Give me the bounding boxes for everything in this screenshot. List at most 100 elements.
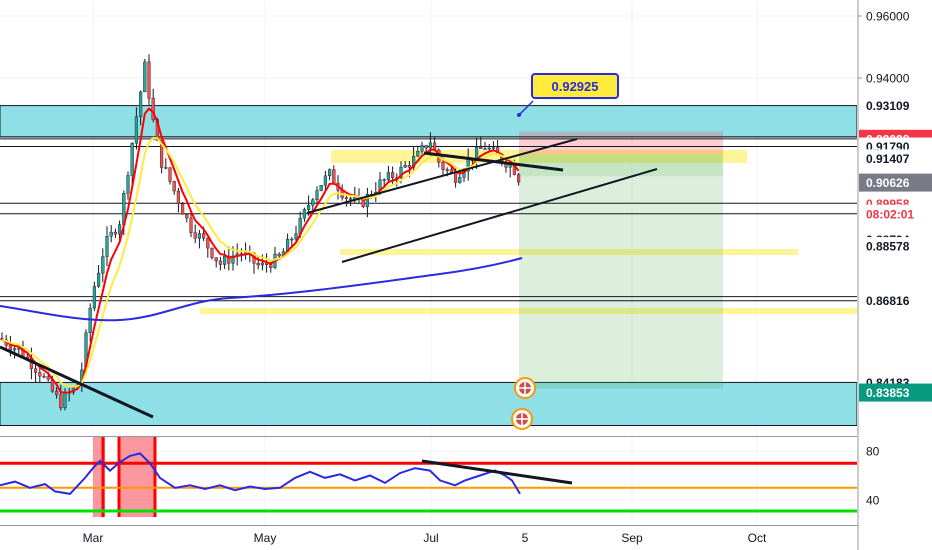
time-tick-label: Sep (621, 531, 643, 545)
candle-body (210, 247, 214, 258)
candle-body (105, 236, 109, 257)
candle-body (92, 286, 96, 309)
candle-body (449, 169, 453, 173)
trendline-top (423, 151, 564, 172)
candle-body (143, 61, 147, 93)
candle-body (454, 172, 458, 183)
candle-body (441, 162, 445, 170)
candle-body (445, 169, 449, 171)
candle-body (151, 98, 155, 120)
callout-pointer (518, 100, 534, 116)
candle-body (42, 375, 46, 378)
candle-body (491, 147, 495, 149)
candle-body (260, 262, 264, 266)
candle-body (391, 172, 395, 178)
drawings (0, 100, 658, 430)
candle-body (487, 147, 491, 150)
candle-body (138, 91, 143, 117)
candle-body (365, 194, 369, 207)
time-tick-label: Mar (83, 531, 104, 545)
candle-body (344, 197, 348, 199)
price-tag (859, 149, 932, 168)
candle-body (256, 262, 260, 266)
price-series (0, 54, 523, 411)
candle-body (113, 231, 117, 235)
candle-body (428, 142, 432, 149)
candle-body (12, 348, 17, 351)
candle-body (117, 224, 122, 235)
candle-body (201, 233, 206, 239)
zone-demand (0, 381, 857, 427)
candle-body (8, 345, 12, 351)
candle-body (458, 177, 462, 183)
candle-body (302, 209, 306, 219)
indicator-trendline (421, 459, 573, 485)
candle-body (269, 264, 273, 268)
candle-body (323, 175, 327, 186)
candle-body (462, 170, 466, 178)
time-tick-label: Oct (748, 531, 767, 545)
candle-body (46, 376, 50, 380)
candle-body (420, 145, 424, 152)
indicator-tick-label: 40 (866, 494, 880, 508)
candle-body (403, 164, 407, 168)
ma-fast-line (1, 107, 520, 394)
candle-body (189, 217, 193, 233)
candle-body (382, 179, 386, 181)
candle-body (479, 146, 483, 150)
price-tag (859, 383, 932, 402)
candle-body (197, 233, 201, 239)
price-tag-label: 0.88578 (866, 240, 910, 254)
candle-body (231, 255, 235, 264)
candle-body (332, 169, 336, 184)
price-tag (859, 204, 932, 223)
ma-slow-line (0, 257, 523, 322)
candle-body (164, 167, 168, 169)
time-tick-label: May (254, 531, 277, 545)
highlight-band-lower (200, 308, 857, 314)
candle-body (294, 233, 298, 240)
candle-body (218, 260, 222, 265)
trade-target-zone (519, 154, 723, 389)
callout-box (531, 73, 619, 99)
candle-body (517, 174, 521, 183)
callout-label: 0.92925 (552, 79, 599, 94)
candle-body (193, 232, 197, 239)
candle-body (424, 145, 428, 149)
price-tag-label: 0.93109 (866, 99, 910, 113)
candle-body (126, 175, 130, 194)
candle-body (407, 164, 411, 168)
candle-body (134, 116, 138, 144)
candle-body (483, 148, 487, 150)
price-tag-label: 08:02:01 (866, 207, 914, 221)
price-tag-label: 0.90626 (866, 176, 910, 190)
candle-body (307, 204, 311, 210)
price-tag (859, 173, 932, 192)
indicator-pane (0, 437, 857, 517)
candle-body (38, 372, 42, 377)
candle-body (328, 169, 332, 177)
price-tick-label: 0.94000 (866, 72, 910, 86)
callout-anchor (517, 113, 521, 117)
candle-body (176, 190, 180, 204)
candle-body (311, 199, 315, 206)
candle-body (214, 257, 218, 262)
price-tag (859, 237, 932, 256)
candle-body (147, 61, 151, 99)
candle-body (180, 203, 185, 215)
candle-body (319, 185, 323, 191)
trade-entry-band (519, 154, 723, 177)
price-tag-label: 0.86816 (866, 294, 910, 308)
trade-stop-zone (519, 131, 723, 155)
candle-body (59, 394, 63, 409)
price-tag-label: 0.91407 (866, 152, 910, 166)
candle-body (222, 255, 227, 265)
price-callout[interactable]: 0.92925 (531, 73, 619, 99)
candle-body (130, 142, 134, 176)
price-tag (859, 291, 932, 310)
time-tick-label: 5 (522, 531, 529, 545)
time-tick-label: Jul (423, 531, 438, 545)
price-tag-label: 0.83853 (866, 386, 910, 400)
